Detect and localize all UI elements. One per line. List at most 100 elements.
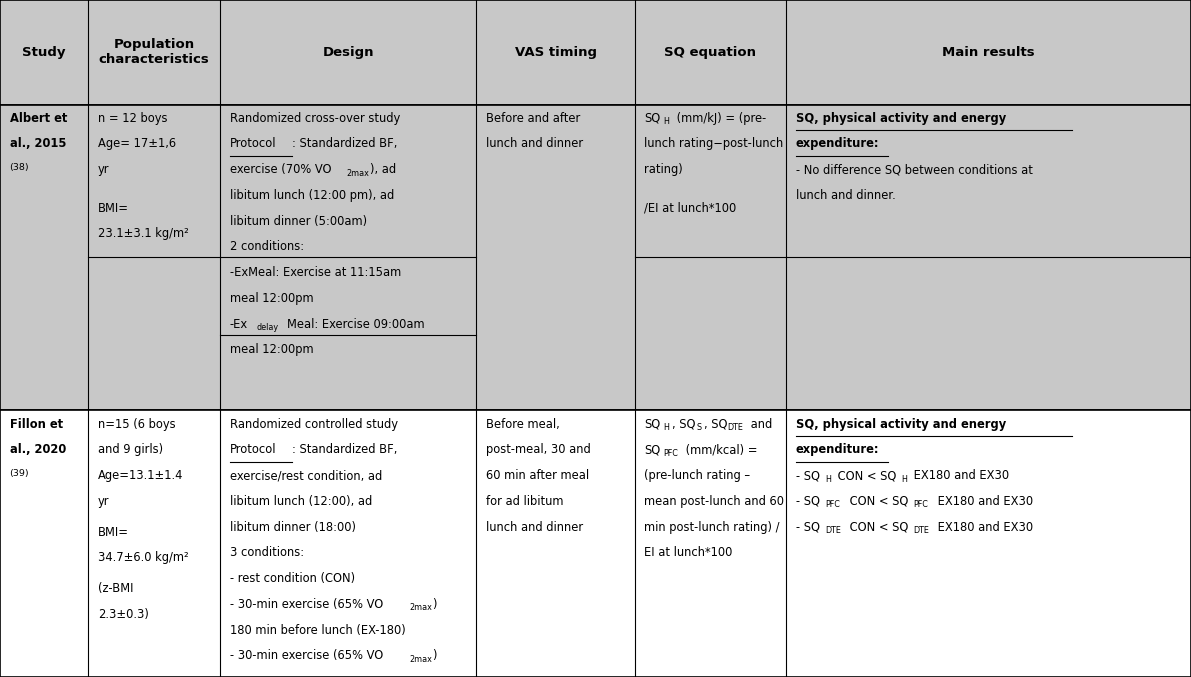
- Text: 60 min after meal: 60 min after meal: [486, 469, 590, 482]
- Text: lunch and dinner: lunch and dinner: [486, 521, 584, 533]
- Text: Randomized controlled study: Randomized controlled study: [230, 418, 398, 431]
- Text: yr: yr: [98, 495, 110, 508]
- Text: Study: Study: [23, 46, 66, 59]
- Text: -ExMeal: Exercise at 11:15am: -ExMeal: Exercise at 11:15am: [230, 266, 401, 279]
- Text: Protocol: Protocol: [230, 137, 276, 150]
- Text: libitum dinner (18:00): libitum dinner (18:00): [230, 521, 356, 533]
- Text: rating): rating): [644, 163, 684, 176]
- Text: H: H: [902, 475, 908, 483]
- Bar: [0, 410, 1191, 677]
- Text: PFC: PFC: [825, 500, 840, 509]
- Text: , SQ: , SQ: [704, 418, 728, 431]
- Text: lunch and dinner: lunch and dinner: [486, 137, 584, 150]
- Bar: [0, 0, 1191, 105]
- Text: /EI at lunch*100: /EI at lunch*100: [644, 202, 736, 215]
- Text: (z-BMI: (z-BMI: [98, 582, 133, 595]
- Text: CON < SQ: CON < SQ: [834, 469, 896, 482]
- Text: PFC: PFC: [913, 500, 928, 509]
- Text: 180 min before lunch (EX-180): 180 min before lunch (EX-180): [230, 624, 406, 636]
- Text: BMI=: BMI=: [98, 202, 129, 215]
- Text: SQ, physical activity and energy: SQ, physical activity and energy: [796, 418, 1006, 431]
- Text: - No difference SQ between conditions at: - No difference SQ between conditions at: [796, 163, 1033, 176]
- Text: DTE: DTE: [913, 526, 929, 535]
- Text: 34.7±6.0 kg/m²: 34.7±6.0 kg/m²: [98, 552, 188, 565]
- Text: DTE: DTE: [728, 423, 743, 432]
- Text: Randomized cross-over study: Randomized cross-over study: [230, 112, 400, 125]
- Text: - SQ: - SQ: [796, 495, 819, 508]
- Text: for ad libitum: for ad libitum: [486, 495, 563, 508]
- Text: libitum lunch (12:00), ad: libitum lunch (12:00), ad: [230, 495, 372, 508]
- Text: SQ, physical activity and energy: SQ, physical activity and energy: [796, 112, 1006, 125]
- Text: Before and after: Before and after: [486, 112, 580, 125]
- Text: expenditure:: expenditure:: [796, 137, 879, 150]
- Text: (38): (38): [10, 163, 29, 172]
- Text: Fillon et: Fillon et: [10, 418, 63, 431]
- Text: post-meal, 30 and: post-meal, 30 and: [486, 443, 591, 456]
- Text: lunch and dinner.: lunch and dinner.: [796, 189, 896, 202]
- Text: : Standardized BF,: : Standardized BF,: [292, 443, 397, 456]
- Text: , SQ: , SQ: [672, 418, 696, 431]
- Text: - SQ: - SQ: [796, 469, 819, 482]
- Text: -Ex: -Ex: [230, 318, 248, 330]
- Text: libitum lunch (12:00 pm), ad: libitum lunch (12:00 pm), ad: [230, 189, 394, 202]
- Text: Population
characteristics: Population characteristics: [99, 39, 210, 66]
- Text: BMI=: BMI=: [98, 526, 129, 539]
- Text: Albert et: Albert et: [10, 112, 67, 125]
- Text: exercise (70% VO: exercise (70% VO: [230, 163, 331, 176]
- Text: - 30-min exercise (65% VO: - 30-min exercise (65% VO: [230, 649, 384, 662]
- Text: 2max: 2max: [410, 603, 432, 612]
- Text: 23.1±3.1 kg/m²: 23.1±3.1 kg/m²: [98, 227, 188, 240]
- Text: 2max: 2max: [347, 169, 369, 177]
- Text: ): ): [432, 598, 437, 611]
- Text: - 30-min exercise (65% VO: - 30-min exercise (65% VO: [230, 598, 384, 611]
- Text: PFC: PFC: [663, 449, 678, 458]
- Text: delay: delay: [256, 323, 279, 332]
- Text: min post-lunch rating) /: min post-lunch rating) /: [644, 521, 780, 533]
- Text: al., 2020: al., 2020: [10, 443, 66, 456]
- Text: Meal: Exercise 09:00am: Meal: Exercise 09:00am: [287, 318, 425, 330]
- Text: SQ: SQ: [644, 443, 661, 456]
- Bar: [0, 105, 1191, 410]
- Text: (mm/kJ) = (pre-: (mm/kJ) = (pre-: [673, 112, 766, 125]
- Text: DTE: DTE: [825, 526, 841, 535]
- Text: ), ad: ), ad: [370, 163, 397, 176]
- Text: lunch rating−post-lunch: lunch rating−post-lunch: [644, 137, 784, 150]
- Text: - SQ: - SQ: [796, 521, 819, 533]
- Text: 2 conditions:: 2 conditions:: [230, 240, 304, 253]
- Text: mean post-lunch and 60: mean post-lunch and 60: [644, 495, 785, 508]
- Text: Design: Design: [323, 46, 374, 59]
- Text: exercise/rest condition, ad: exercise/rest condition, ad: [230, 469, 382, 482]
- Text: (39): (39): [10, 469, 29, 478]
- Text: H: H: [663, 117, 669, 126]
- Text: Before meal,: Before meal,: [486, 418, 560, 431]
- Text: Age=13.1±1.4: Age=13.1±1.4: [98, 469, 183, 482]
- Text: n=15 (6 boys: n=15 (6 boys: [98, 418, 175, 431]
- Text: expenditure:: expenditure:: [796, 443, 879, 456]
- Text: CON < SQ: CON < SQ: [846, 521, 908, 533]
- Text: VAS timing: VAS timing: [515, 46, 597, 59]
- Text: (pre-lunch rating –: (pre-lunch rating –: [644, 469, 750, 482]
- Text: SQ: SQ: [644, 112, 661, 125]
- Text: EX180 and EX30: EX180 and EX30: [934, 521, 1033, 533]
- Text: (mm/kcal) =: (mm/kcal) =: [682, 443, 757, 456]
- Text: meal 12:00pm: meal 12:00pm: [230, 292, 313, 305]
- Text: and 9 girls): and 9 girls): [98, 443, 163, 456]
- Text: EX180 and EX30: EX180 and EX30: [934, 495, 1033, 508]
- Text: 2max: 2max: [410, 655, 432, 663]
- Text: EX180 and EX30: EX180 and EX30: [910, 469, 1009, 482]
- Text: : Standardized BF,: : Standardized BF,: [292, 137, 397, 150]
- Text: Protocol: Protocol: [230, 443, 276, 456]
- Text: S: S: [697, 423, 701, 432]
- Text: EI at lunch*100: EI at lunch*100: [644, 546, 732, 559]
- Text: Age= 17±1,6: Age= 17±1,6: [98, 137, 176, 150]
- Text: CON < SQ: CON < SQ: [846, 495, 908, 508]
- Text: libitum dinner (5:00am): libitum dinner (5:00am): [230, 215, 367, 227]
- Text: 3 conditions:: 3 conditions:: [230, 546, 304, 559]
- Text: 2.3±0.3): 2.3±0.3): [98, 608, 149, 621]
- Text: al., 2015: al., 2015: [10, 137, 66, 150]
- Text: meal 12:00pm: meal 12:00pm: [230, 343, 313, 356]
- Text: and: and: [747, 418, 772, 431]
- Text: yr: yr: [98, 163, 110, 176]
- Text: SQ: SQ: [644, 418, 661, 431]
- Text: H: H: [825, 475, 831, 483]
